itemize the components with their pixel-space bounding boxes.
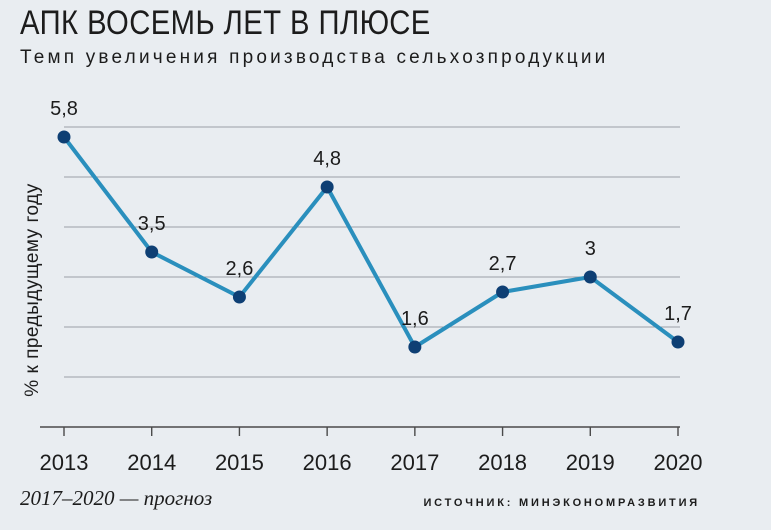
x-tick-label: 2017 <box>390 450 439 475</box>
chart-subtitle: Темп увеличения производства сельхозпрод… <box>20 47 609 68</box>
y-axis-label: % к предыдущему году <box>22 183 43 396</box>
data-point <box>408 340 422 354</box>
data-point <box>583 270 597 284</box>
data-label: 3,5 <box>138 213 166 235</box>
gridlines <box>64 126 680 378</box>
data-label: 2,6 <box>226 258 254 280</box>
chart-title: АПК ВОСЕМЬ ЛЕТ В ПЛЮСЕ <box>20 4 431 42</box>
data-point <box>496 285 510 299</box>
x-tick-label: 2019 <box>566 450 615 475</box>
x-axis-tick-labels: 2013 2014 2015 2016 2017 2018 2019 2020 <box>40 450 703 475</box>
x-tick-label: 2015 <box>215 450 264 475</box>
data-points <box>57 130 685 354</box>
data-label: 1,6 <box>401 308 429 330</box>
forecast-note: 2017–2020 — прогноз <box>20 486 213 510</box>
data-point <box>145 245 159 259</box>
source-credit: ИСТОЧНИК: МИНЭКОНОМРАЗВИТИЯ <box>423 497 700 509</box>
data-point <box>232 290 246 304</box>
data-label: 3 <box>585 238 596 260</box>
x-tick-label: 2013 <box>40 450 89 475</box>
data-point <box>57 130 71 144</box>
data-label: 5,8 <box>50 98 78 120</box>
data-point <box>671 335 685 349</box>
x-tick-label: 2016 <box>303 450 352 475</box>
data-label: 4,8 <box>313 148 341 170</box>
x-tick-label: 2020 <box>654 450 703 475</box>
series-line <box>62 135 680 349</box>
x-axis-ticks <box>63 427 679 436</box>
x-tick-label: 2018 <box>478 450 527 475</box>
data-point <box>320 180 334 194</box>
data-labels: 5,8 3,5 2,6 4,8 1,6 2,7 3 1,7 <box>50 98 692 330</box>
x-tick-label: 2014 <box>127 450 176 475</box>
data-label: 2,7 <box>489 253 517 275</box>
data-label: 1,7 <box>664 303 692 325</box>
